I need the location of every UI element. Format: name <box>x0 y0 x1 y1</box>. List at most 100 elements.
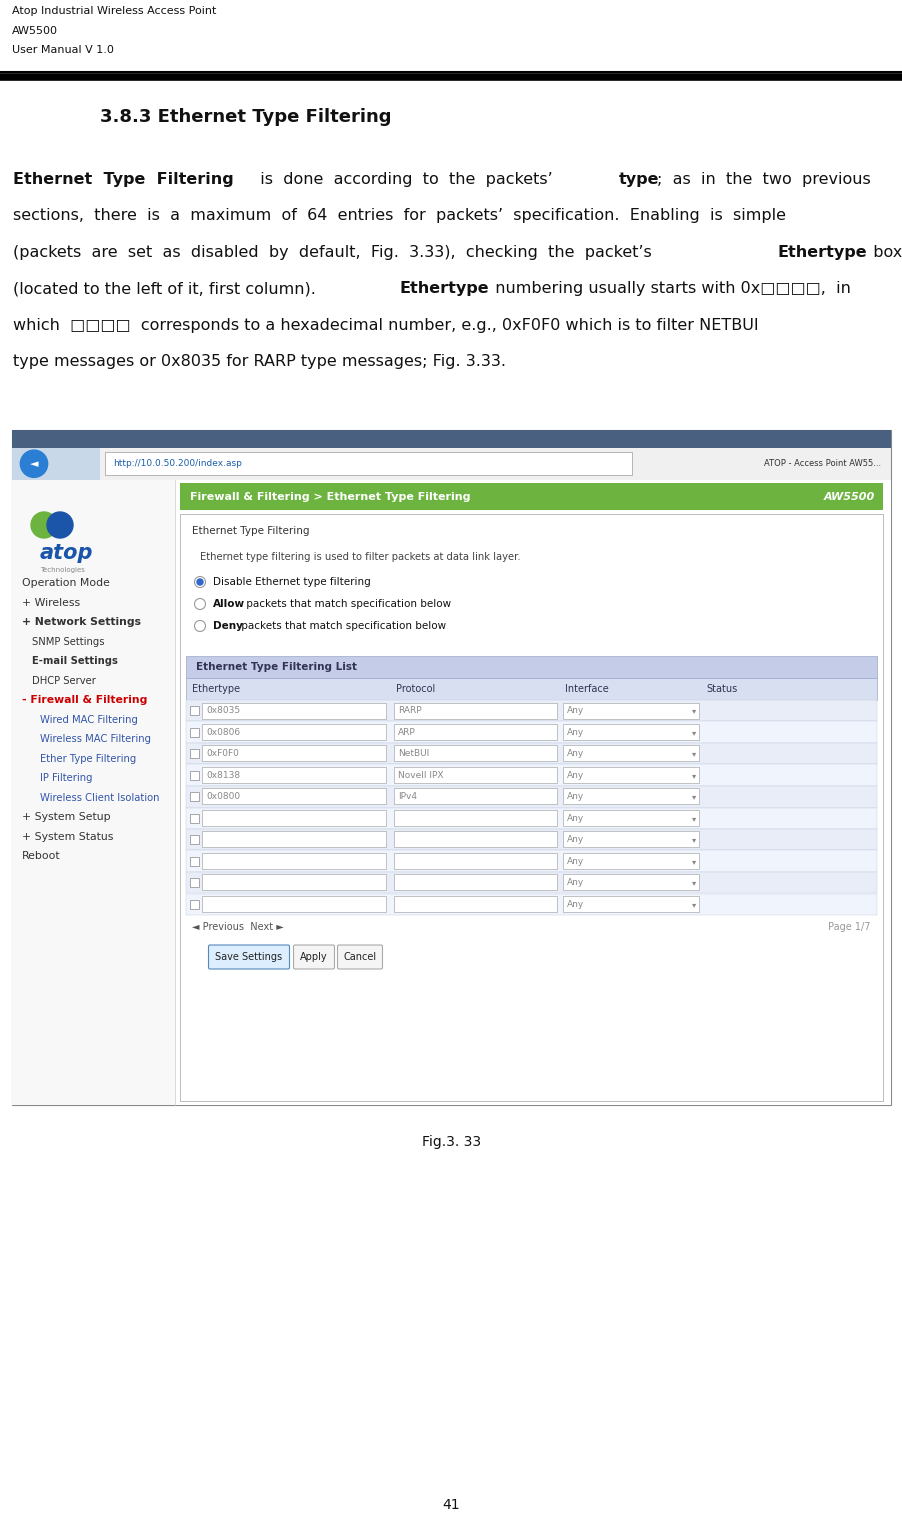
Text: Ethertype: Ethertype <box>399 281 489 296</box>
Text: DHCP Server: DHCP Server <box>32 675 96 686</box>
Text: User Manual V 1.0: User Manual V 1.0 <box>12 44 114 55</box>
Text: Novell IPX: Novell IPX <box>398 771 443 780</box>
Text: 0x0806: 0x0806 <box>206 728 240 736</box>
Text: 0x0800: 0x0800 <box>206 793 240 802</box>
Text: Status: Status <box>706 684 737 695</box>
Text: Allow: Allow <box>213 599 244 609</box>
Text: AW5500: AW5500 <box>12 26 58 35</box>
Bar <box>189 835 198 844</box>
Text: Operation Mode: Operation Mode <box>22 579 110 588</box>
Bar <box>186 808 876 829</box>
Text: Any: Any <box>566 814 584 823</box>
Bar <box>202 767 385 783</box>
Text: type messages or 0x8035 for RARP type messages; Fig. 3.33.: type messages or 0x8035 for RARP type me… <box>13 354 505 370</box>
Text: box: box <box>861 244 901 260</box>
Text: (located to the left of it, first column).: (located to the left of it, first column… <box>13 281 326 296</box>
Bar <box>202 745 385 762</box>
Bar <box>202 875 385 890</box>
Bar <box>186 851 876 872</box>
Bar <box>563 809 698 826</box>
Bar <box>393 724 557 741</box>
Text: E-mail Settings: E-mail Settings <box>32 657 118 666</box>
Bar <box>12 431 890 447</box>
Text: + System Setup: + System Setup <box>22 812 111 822</box>
Bar <box>563 767 698 783</box>
Bar <box>563 832 698 847</box>
Text: Page 1/7: Page 1/7 <box>827 922 870 931</box>
Bar <box>186 786 876 808</box>
Bar <box>393 745 557 762</box>
Text: ▾: ▾ <box>691 857 695 866</box>
Text: Ethernet Type Filtering List: Ethernet Type Filtering List <box>196 663 356 672</box>
Circle shape <box>197 579 203 585</box>
Bar <box>393 832 557 847</box>
Text: + System Status: + System Status <box>22 832 114 841</box>
Text: which  □□□□  corresponds to a hexadecimal number, e.g., 0xF0F0 which is to filte: which □□□□ corresponds to a hexadecimal … <box>13 318 758 333</box>
Bar <box>202 809 385 826</box>
Text: Ethernet type filtering is used to filter packets at data link layer.: Ethernet type filtering is used to filte… <box>199 551 520 562</box>
Text: Any: Any <box>566 750 584 759</box>
Text: Technologies: Technologies <box>40 567 85 573</box>
Bar <box>563 788 698 805</box>
Text: sections,  there  is  a  maximum  of  64  entries  for  packets’  specification.: sections, there is a maximum of 64 entri… <box>13 209 785 223</box>
Text: Ethertype: Ethertype <box>192 684 240 695</box>
FancyBboxPatch shape <box>337 945 382 970</box>
Text: + Wireless: + Wireless <box>22 597 80 608</box>
Bar <box>563 896 698 912</box>
Text: Any: Any <box>566 707 584 715</box>
Text: + Network Settings: + Network Settings <box>22 617 141 628</box>
Bar <box>563 875 698 890</box>
Bar <box>563 724 698 741</box>
Bar <box>189 707 198 715</box>
Bar <box>186 872 876 893</box>
Text: Any: Any <box>566 771 584 780</box>
Text: IP Filtering: IP Filtering <box>40 773 92 783</box>
Text: Wired MAC Filtering: Wired MAC Filtering <box>40 715 138 724</box>
Text: ◄: ◄ <box>30 458 38 469</box>
Text: numbering usually starts with 0x□□□□,  in: numbering usually starts with 0x□□□□, in <box>484 281 850 296</box>
Text: ATOP - Access Point AW55...: ATOP - Access Point AW55... <box>763 460 880 469</box>
Text: type: type <box>619 173 659 186</box>
FancyBboxPatch shape <box>208 945 290 970</box>
Bar <box>202 724 385 741</box>
Text: ▾: ▾ <box>691 899 695 909</box>
Text: (packets  are  set  as  disabled  by  default,  Fig.  3.33),  checking  the  pac: (packets are set as disabled by default,… <box>13 244 661 260</box>
Text: 3.8.3 Ethernet Type Filtering: 3.8.3 Ethernet Type Filtering <box>100 108 391 127</box>
Text: Any: Any <box>566 857 584 866</box>
Text: 0xF0F0: 0xF0F0 <box>206 750 239 759</box>
Text: ▾: ▾ <box>691 835 695 844</box>
FancyBboxPatch shape <box>293 945 334 970</box>
Text: ◄ Previous  Next ►: ◄ Previous Next ► <box>192 922 283 931</box>
Bar <box>186 893 876 915</box>
Bar <box>189 728 198 736</box>
Bar <box>186 744 876 765</box>
Bar <box>563 745 698 762</box>
Text: Reboot: Reboot <box>22 851 60 861</box>
Text: ▾: ▾ <box>691 750 695 759</box>
Bar <box>189 793 198 802</box>
Bar <box>393 809 557 826</box>
Bar <box>105 452 631 475</box>
Text: ARP: ARP <box>398 728 415 736</box>
Bar <box>202 896 385 912</box>
Bar <box>202 832 385 847</box>
Bar <box>189 814 198 823</box>
Bar <box>202 702 385 719</box>
Bar <box>393 702 557 719</box>
Text: Ethertype: Ethertype <box>777 244 866 260</box>
Circle shape <box>21 450 48 478</box>
Text: RARP: RARP <box>398 707 421 715</box>
Text: Atop Industrial Wireless Access Point: Atop Industrial Wireless Access Point <box>12 6 216 15</box>
Bar <box>186 829 876 851</box>
Circle shape <box>47 512 73 538</box>
Bar <box>189 899 198 909</box>
Text: 0x8138: 0x8138 <box>206 771 240 780</box>
Text: Cancel: Cancel <box>343 951 376 962</box>
Bar <box>12 479 175 1106</box>
Text: ▾: ▾ <box>691 793 695 802</box>
Text: Wireless Client Isolation: Wireless Client Isolation <box>40 793 160 803</box>
Text: Fig.3. 33: Fig.3. 33 <box>421 1135 481 1148</box>
Bar <box>186 765 876 786</box>
Bar <box>12 479 890 1106</box>
Bar <box>393 788 557 805</box>
